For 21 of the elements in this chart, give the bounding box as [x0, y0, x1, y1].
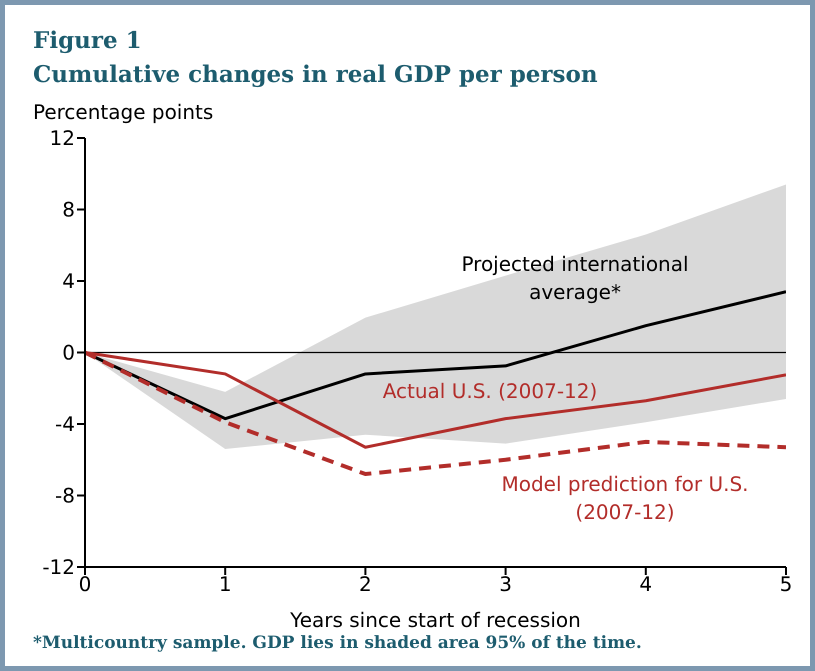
y-tick-label: 8: [62, 198, 75, 222]
y-tick-label: 12: [50, 126, 75, 150]
x-tick-label: 4: [639, 572, 652, 596]
y-tick-label: -12: [42, 555, 75, 580]
series-label: Actual U.S. (2007-12): [382, 378, 598, 405]
y-tick-label: 4: [62, 269, 75, 294]
text: *Multicountry sample. GDP lies in shaded area 95% of the time.: [33, 633, 642, 653]
x-tick-label: 2: [359, 572, 372, 596]
chart-title: Figure 1: [33, 27, 142, 54]
x-tick-label: 5: [780, 572, 792, 596]
x-tick-label: 0: [78, 572, 92, 596]
y-tick-label: -4: [55, 412, 75, 436]
x-tick-label: 1: [218, 572, 232, 596]
y-tick-label: 0: [62, 340, 75, 365]
series-label: Model prediction for U.S. (2007-12): [500, 471, 750, 526]
x-axis-title: Years since start of recession: [289, 608, 581, 632]
series-label: Projected international average*: [460, 251, 690, 306]
y-axis-title: Percentage points: [33, 100, 214, 124]
x-tick-label: 3: [499, 572, 512, 596]
y-tick-label: -8: [55, 484, 75, 508]
chart-subtitle: Cumulative changes in real GDP per person: [33, 61, 598, 88]
